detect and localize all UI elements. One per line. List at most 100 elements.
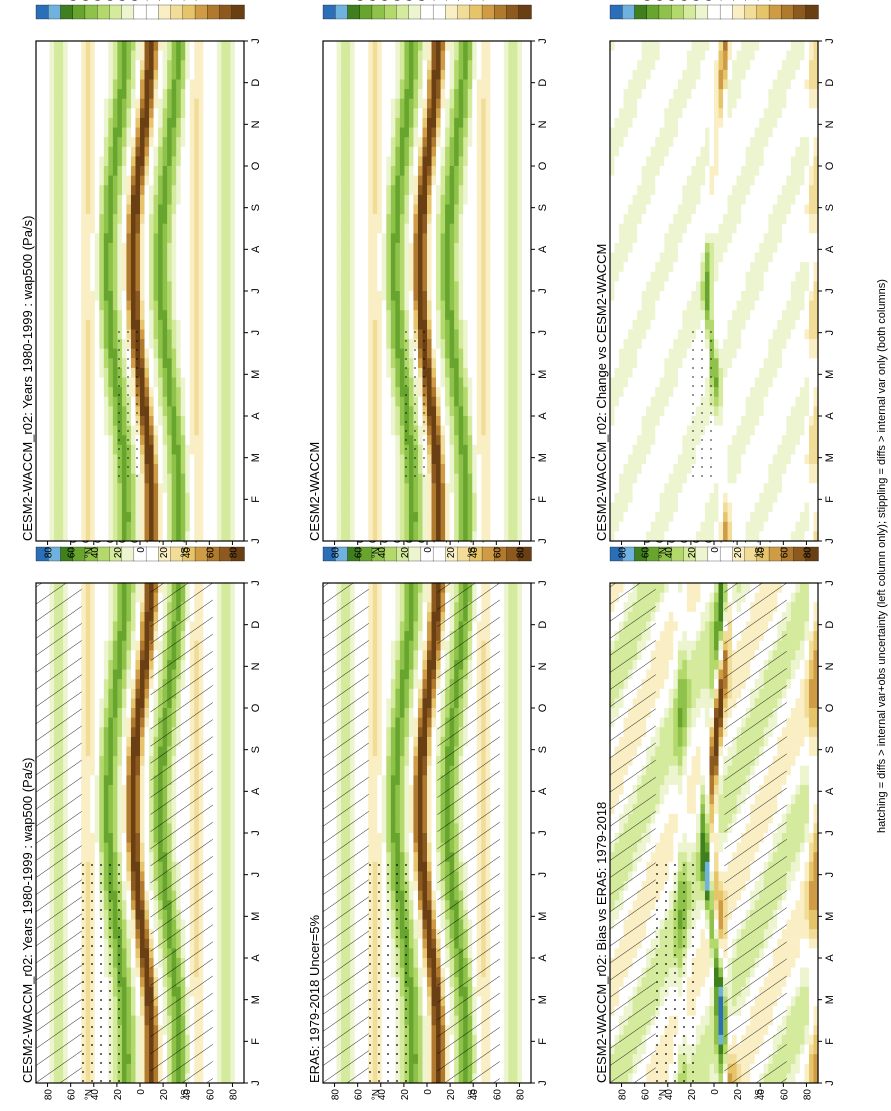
heatmap-cell <box>230 784 236 795</box>
heatmap-cell <box>521 736 528 747</box>
heatmap-cell <box>368 813 374 824</box>
heatmap-cell <box>431 649 437 660</box>
heatmap-cell <box>427 649 433 660</box>
heatmap-cell <box>103 832 109 843</box>
heatmap-cell <box>216 601 222 612</box>
heatmap-cell <box>117 620 123 632</box>
heatmap-cell <box>431 707 437 718</box>
heatmap-cell <box>386 736 392 747</box>
heatmap-cell <box>234 957 241 968</box>
heatmap-cell <box>90 611 96 622</box>
heatmap-cell <box>512 890 519 901</box>
heatmap-cell <box>368 582 374 593</box>
heatmap-cell <box>99 755 105 766</box>
heatmap-cell <box>85 736 91 747</box>
heatmap-cell <box>517 822 523 833</box>
heatmap-cell <box>140 784 146 795</box>
heatmap-cell <box>221 640 227 651</box>
heatmap-cell <box>422 640 428 651</box>
heatmap-cell <box>130 1024 137 1035</box>
heatmap-cell <box>144 707 150 718</box>
heatmap-cell <box>431 765 437 776</box>
heatmap-cell <box>221 986 227 997</box>
heatmap-cell <box>427 947 433 958</box>
heatmap-cell <box>431 803 437 814</box>
heatmap-cell <box>126 938 132 949</box>
heatmap-cell <box>427 784 433 795</box>
heatmap-cell <box>404 688 410 699</box>
heatmap-cell <box>422 707 428 718</box>
heatmap-cell <box>503 899 509 910</box>
heatmap-cell <box>94 726 100 737</box>
heatmap-cell <box>390 630 396 641</box>
heatmap-cell <box>216 995 222 1007</box>
heatmap-cell <box>508 938 514 949</box>
heatmap-cell <box>408 668 415 680</box>
heatmap-cell <box>130 707 137 718</box>
heatmap-cell <box>499 822 505 833</box>
heatmap-cell <box>234 986 241 997</box>
heatmap-cell <box>130 957 137 968</box>
heatmap-cell <box>230 861 236 872</box>
heatmap-cell <box>413 1024 419 1035</box>
heatmap-cell <box>85 717 91 728</box>
heatmap-cell <box>503 697 509 708</box>
heatmap-cell <box>221 726 227 737</box>
heatmap-cell <box>216 1024 222 1035</box>
heatmap-cell <box>140 592 146 603</box>
heatmap-cell <box>417 784 424 795</box>
heatmap-cell <box>221 765 227 776</box>
heatmap-cell <box>103 620 109 632</box>
heatmap-cell <box>239 1005 245 1016</box>
heatmap-cell <box>431 697 437 708</box>
heatmap-cell <box>112 745 118 757</box>
x-tick-label: D <box>537 621 549 629</box>
heatmap-cell <box>422 1015 428 1026</box>
heatmap-cell <box>795 1072 801 1083</box>
heatmap-cell <box>417 851 424 862</box>
heatmap-cell <box>377 707 383 718</box>
heatmap-cell <box>413 726 419 737</box>
heatmap-cell <box>221 755 227 766</box>
heatmap-cell <box>130 1005 137 1016</box>
heatmap-cell <box>99 774 105 785</box>
heatmap-cell <box>508 918 514 930</box>
heatmap-cell <box>503 1063 509 1074</box>
heatmap-cell <box>230 851 236 862</box>
heatmap-cell <box>144 995 150 1007</box>
heatmap-cell <box>140 899 146 910</box>
heatmap-cell <box>368 592 374 603</box>
heatmap-cell <box>512 649 519 660</box>
heatmap-cell <box>225 822 232 833</box>
heatmap-cell <box>234 620 241 632</box>
heatmap-cell <box>417 765 424 776</box>
y-tick-label: 0 <box>136 1089 147 1095</box>
heatmap-cell <box>216 813 222 824</box>
y-tick-label: 60 <box>492 1089 503 1101</box>
heatmap-cell <box>85 803 91 814</box>
heatmap-cell <box>81 736 87 747</box>
heatmap-cell <box>427 592 433 603</box>
heatmap-cell <box>413 909 419 920</box>
heatmap-cell <box>140 976 146 987</box>
heatmap-cell <box>404 813 410 824</box>
heatmap-cell <box>386 813 392 824</box>
heatmap-cell <box>390 813 396 824</box>
heatmap-cell <box>221 707 227 718</box>
heatmap-cell <box>230 659 236 670</box>
heatmap-cell <box>212 765 218 776</box>
heatmap-cell <box>404 745 410 757</box>
heatmap-cell <box>126 861 132 872</box>
heatmap-cell <box>126 736 132 747</box>
heatmap-cell <box>230 649 236 660</box>
heatmap-cell <box>230 899 236 910</box>
heatmap-cell <box>377 765 383 776</box>
heatmap-cell <box>422 745 428 757</box>
heatmap-cell <box>234 601 241 612</box>
heatmap-cell <box>225 851 232 862</box>
heatmap-cell <box>431 1024 437 1035</box>
heatmap-cell <box>517 967 523 978</box>
heatmap-cell <box>508 678 514 689</box>
heatmap-cell <box>103 755 109 766</box>
heatmap-cell <box>521 707 528 718</box>
